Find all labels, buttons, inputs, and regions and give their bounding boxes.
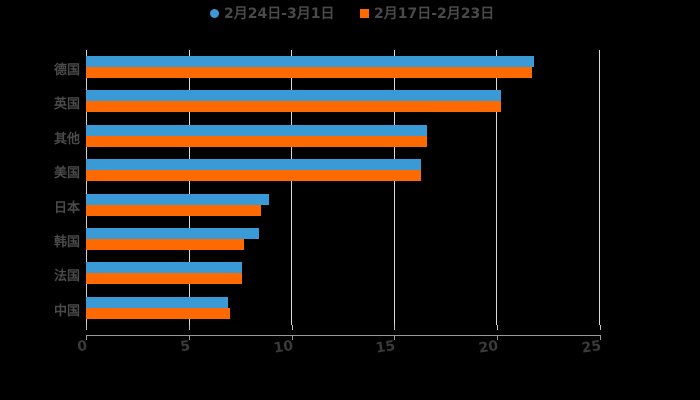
legend-label-series1: 2月24日-3月1日	[224, 6, 335, 22]
x-axis-label: 10	[272, 338, 294, 357]
bar-series2[interactable]	[86, 273, 243, 285]
bar-series2[interactable]	[86, 101, 502, 113]
x-axis-label: 20	[477, 338, 500, 357]
x-axis-line	[86, 335, 600, 336]
x-tick	[394, 335, 396, 340]
x-axis-label: 0	[76, 338, 89, 356]
legend-item-series1[interactable]: 2月24日-3月1日	[210, 3, 335, 23]
x-tick-upper	[600, 325, 601, 330]
y-axis-label: 中国	[53, 303, 80, 319]
bar-series1[interactable]	[86, 296, 228, 308]
bar-series2[interactable]	[86, 135, 428, 147]
gridline-15	[393, 50, 395, 325]
y-axis-line	[86, 50, 87, 325]
gridline-25	[599, 50, 600, 325]
bar-series1[interactable]	[86, 124, 428, 136]
bar-series2[interactable]	[86, 67, 533, 78]
bar-series1[interactable]	[86, 159, 422, 171]
bar-series1[interactable]	[86, 56, 535, 67]
x-tick	[600, 335, 601, 340]
legend-label-series2: 2月17日-2月23日	[374, 6, 495, 22]
gridline-10	[291, 50, 293, 325]
x-axis-label: 5	[179, 338, 192, 356]
x-tick-upper	[291, 325, 293, 330]
gridline-20	[496, 50, 498, 325]
y-axis-label: 日本	[53, 200, 80, 216]
x-tick	[86, 335, 87, 340]
x-tick-upper	[497, 325, 499, 330]
y-axis-label: 英国	[53, 97, 80, 113]
plot-area	[86, 50, 600, 325]
legend-item-series2[interactable]: 2月17日-2月23日	[360, 3, 494, 23]
legend-circle-icon	[210, 8, 219, 18]
x-axis-label: 15	[375, 338, 397, 357]
x-tick-upper	[394, 325, 396, 330]
legend-square-icon	[360, 8, 369, 18]
y-axis-label: 德国	[53, 63, 80, 78]
x-tick-upper	[86, 325, 87, 330]
x-axis-label: 25	[580, 338, 603, 357]
bar-series2[interactable]	[86, 204, 261, 216]
y-axis-label: 韩国	[53, 235, 80, 250]
x-tick	[497, 335, 499, 340]
x-tick	[188, 335, 190, 340]
x-tick-upper	[188, 325, 190, 330]
gridline-5	[188, 50, 190, 325]
bar-series1[interactable]	[86, 262, 243, 274]
bar-series1[interactable]	[86, 228, 259, 239]
bar-series2[interactable]	[86, 170, 422, 182]
chart-legend: 2月24日-3月1日 2月17日-2月23日	[0, 3, 700, 23]
y-axis-label: 美国	[53, 166, 80, 182]
y-axis-label: 其他	[53, 131, 80, 147]
y-axis-label: 法国	[53, 269, 80, 285]
bar-series1[interactable]	[86, 193, 269, 205]
x-tick	[291, 335, 293, 340]
bar-series2[interactable]	[86, 239, 245, 250]
bar-series2[interactable]	[86, 307, 230, 319]
bar-series1[interactable]	[86, 90, 502, 102]
